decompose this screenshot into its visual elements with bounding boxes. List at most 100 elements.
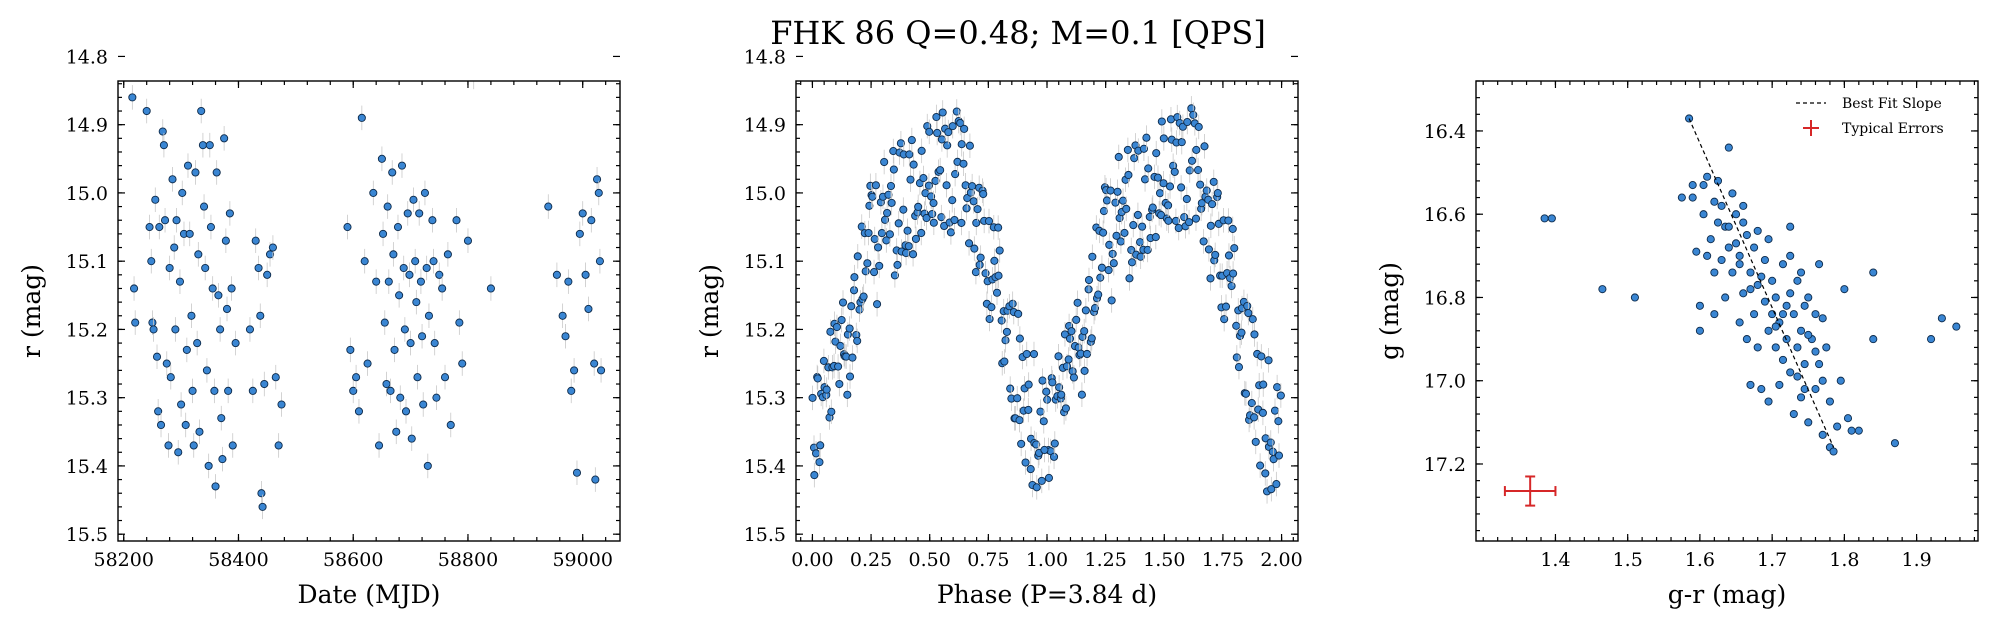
data-point — [1273, 383, 1282, 392]
data-point — [1180, 213, 1189, 222]
data-point — [906, 175, 915, 184]
data-point — [864, 228, 873, 238]
data-point — [1692, 247, 1701, 256]
data-point — [880, 215, 890, 224]
data-point — [446, 420, 455, 430]
data-point — [1778, 260, 1788, 269]
x-axis-label: Date (MJD) — [298, 580, 441, 609]
x-tick-label: 0.00 — [791, 549, 833, 571]
data-point — [919, 174, 928, 183]
data-point — [1157, 211, 1166, 220]
data-point — [994, 223, 1003, 232]
y-axis-label: r (mag) — [695, 264, 724, 358]
x-tick-label: 58400 — [208, 549, 268, 571]
data-point — [1107, 296, 1116, 305]
data-point — [357, 113, 366, 122]
data-point — [386, 386, 395, 395]
data-point — [415, 209, 424, 218]
data-point — [374, 441, 384, 450]
data-point — [570, 366, 579, 375]
data-point — [1124, 170, 1133, 180]
data-point — [885, 230, 894, 239]
data-point — [164, 441, 173, 450]
data-point — [1746, 380, 1755, 389]
data-point — [142, 106, 151, 116]
data-point — [1202, 186, 1211, 195]
data-point — [189, 441, 198, 450]
data-point — [905, 150, 914, 159]
data-point — [835, 379, 844, 389]
data-point — [886, 181, 896, 191]
data-point — [1157, 117, 1166, 126]
data-point — [1114, 152, 1123, 162]
data-point — [1786, 368, 1795, 377]
data-point — [938, 108, 947, 117]
data-point — [208, 284, 217, 293]
data-point — [1159, 134, 1168, 143]
data-point — [1194, 122, 1203, 131]
data-point — [1937, 314, 1946, 323]
data-point — [389, 250, 398, 259]
data-point — [870, 268, 879, 277]
data-point — [894, 219, 903, 228]
data-point — [1022, 349, 1031, 359]
data-point — [871, 181, 880, 190]
data-point — [972, 218, 981, 227]
data-point — [1099, 207, 1108, 216]
data-point — [1833, 422, 1842, 431]
data-point — [874, 243, 883, 252]
y-tick-label: 16.6 — [1424, 204, 1466, 226]
data-point — [917, 146, 926, 155]
data-point — [175, 277, 185, 286]
data-point — [1123, 145, 1132, 154]
data-point — [880, 157, 889, 167]
data-point — [397, 161, 407, 170]
data-point — [1200, 142, 1209, 151]
data-point — [463, 236, 473, 245]
data-point — [346, 345, 355, 354]
data-point — [383, 202, 392, 211]
data-point — [1159, 179, 1168, 188]
data-point — [1133, 210, 1142, 220]
data-point — [1243, 301, 1252, 311]
data-point — [1728, 189, 1737, 198]
data-point — [1250, 330, 1259, 339]
plot-area — [808, 96, 1285, 504]
data-point — [575, 229, 584, 238]
data-point — [1138, 222, 1147, 231]
data-point — [185, 229, 194, 238]
x-tick-label: 1.4 — [1540, 549, 1570, 571]
data-point — [228, 441, 237, 450]
data-point — [1815, 360, 1824, 369]
data-point — [950, 215, 959, 225]
data-point — [887, 198, 896, 207]
data-point — [928, 209, 937, 219]
data-point — [367, 53, 374, 60]
data-point — [1818, 314, 1827, 323]
data-point — [258, 502, 267, 511]
data-point — [985, 314, 994, 324]
data-point — [1164, 201, 1173, 210]
data-point — [1196, 180, 1205, 189]
data-point — [427, 46, 434, 53]
data-point — [1182, 194, 1191, 204]
data-point — [904, 242, 913, 251]
data-point — [1771, 343, 1780, 352]
data-point — [1024, 405, 1033, 414]
data-point — [1151, 233, 1160, 242]
data-point — [1230, 244, 1239, 253]
data-point — [183, 161, 193, 170]
y-tick-label: 14.9 — [744, 115, 786, 137]
data-point — [1724, 222, 1733, 231]
data-point — [1069, 373, 1078, 382]
data-point — [961, 181, 970, 190]
data-point — [1148, 203, 1157, 212]
data-point — [1547, 214, 1556, 223]
data-point — [917, 228, 926, 238]
data-point — [1106, 186, 1115, 195]
data-point — [222, 304, 232, 314]
data-point — [1793, 343, 1802, 352]
data-point — [855, 305, 864, 314]
y-tick-label: 15.1 — [744, 251, 786, 273]
data-point — [1854, 426, 1863, 435]
